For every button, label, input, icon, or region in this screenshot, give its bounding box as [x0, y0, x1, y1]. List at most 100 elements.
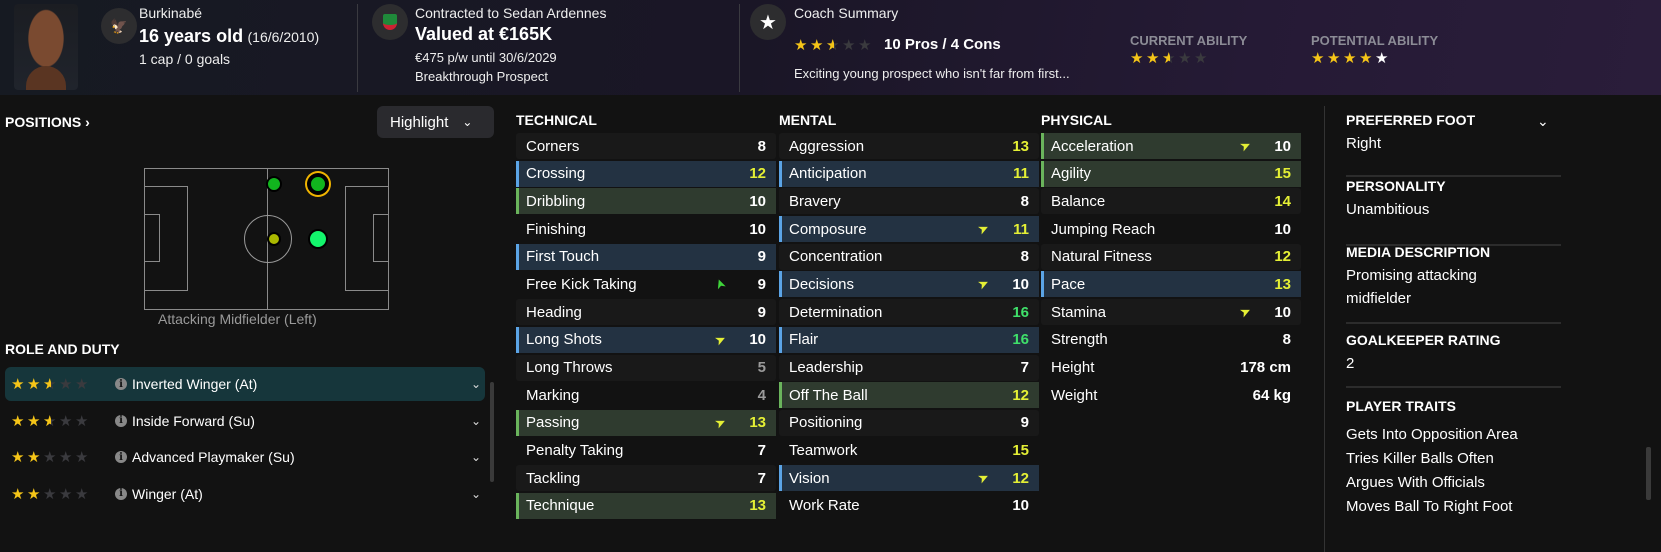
attribute-row[interactable]: Positioning 9: [779, 409, 1039, 436]
attribute-row[interactable]: Off The Ball 12: [779, 382, 1039, 409]
attribute-row[interactable]: Crossing 12: [516, 160, 776, 187]
roles-scrollbar[interactable]: [490, 382, 494, 482]
goalkeeper-rating-label: GOALKEEPER RATING: [1346, 332, 1501, 348]
attribute-value: 5: [757, 359, 766, 376]
attribute-name: Agility: [1051, 165, 1092, 183]
personality-value: Unambitious: [1346, 201, 1430, 218]
attribute-row[interactable]: Concentration 8: [779, 243, 1039, 270]
role-duty-title: ROLE AND DUTY: [5, 341, 120, 357]
info-icon[interactable]: i: [115, 451, 127, 463]
coach-stars: ★ ★ ★ ★ ★: [794, 36, 873, 54]
role-item[interactable]: ★ ★ ★ ★ ★ i Winger (At) ⌄: [5, 477, 485, 511]
position-dot[interactable]: [267, 232, 281, 246]
coach-summary-title[interactable]: Coach Summary: [794, 5, 899, 21]
attribute-row[interactable]: Determination 16: [779, 299, 1039, 326]
position-dot[interactable]: [309, 175, 327, 193]
attribute-row[interactable]: Vision ➤ 12: [779, 465, 1039, 492]
highlight-dropdown[interactable]: Highlight ⌄: [377, 106, 494, 138]
attribute-row[interactable]: Height 178 cm: [1041, 355, 1301, 381]
attribute-name: First Touch: [526, 248, 600, 266]
attribute-row[interactable]: Agility 15: [1041, 160, 1301, 187]
attribute-name: Anticipation: [789, 165, 867, 183]
attribute-row[interactable]: Composure ➤ 11: [779, 216, 1039, 243]
attribute-row[interactable]: Work Rate 10: [779, 492, 1039, 519]
chevron-down-icon[interactable]: ⌄: [470, 413, 481, 428]
attribute-row[interactable]: Weight 64 kg: [1041, 382, 1301, 408]
star-icon: ★: [75, 485, 89, 503]
attribute-value: 13: [1012, 137, 1029, 155]
player-trait: Gets Into Opposition Area: [1346, 426, 1518, 443]
attribute-row[interactable]: Strength 8: [1041, 326, 1301, 353]
attribute-row[interactable]: Teamwork 15: [779, 437, 1039, 464]
attribute-row[interactable]: Heading 9: [516, 299, 776, 326]
attribute-group-mental: MENTAL Aggression 13 Anticipation 11 Bravery 8…: [779, 112, 1039, 521]
attribute-row[interactable]: Dribbling 10: [516, 188, 776, 215]
role-item[interactable]: ★ ★ ★ ★ ★ i Advanced Playmaker (Su) ⌄: [5, 440, 485, 474]
attribute-row[interactable]: Natural Fitness 12: [1041, 243, 1301, 270]
attribute-row[interactable]: Stamina ➤ 10: [1041, 299, 1301, 326]
pros-cons: 10 Pros / 4 Cons: [884, 36, 1001, 53]
attribute-row[interactable]: Acceleration ➤ 10: [1041, 133, 1301, 159]
potential-ability-label: POTENTIAL ABILITY: [1311, 33, 1439, 48]
attribute-group-technical: TECHNICAL Corners 8 Crossing 12 Dribbling 10 Fi…: [516, 112, 776, 521]
attribute-name: Jumping Reach: [1051, 220, 1156, 238]
attribute-row[interactable]: Jumping Reach 10: [1041, 216, 1301, 243]
info-icon[interactable]: i: [115, 414, 127, 427]
positions-title[interactable]: POSITIONS ›: [5, 114, 90, 130]
attribute-value: 10: [1012, 275, 1029, 293]
status: Breakthrough Prospect: [415, 69, 548, 84]
attribute-value: 7: [757, 469, 766, 487]
attribute-row[interactable]: Bravery 8: [779, 188, 1039, 215]
traits-scrollbar[interactable]: [1646, 447, 1651, 500]
attribute-name: Dribbling: [526, 192, 586, 210]
attribute-name: Concentration: [789, 248, 883, 266]
attribute-value: 14: [1274, 192, 1291, 210]
attribute-row[interactable]: First Touch 9: [516, 243, 776, 270]
attribute-row[interactable]: Tackling 7: [516, 465, 776, 492]
attribute-row[interactable]: Long Throws 5: [516, 354, 776, 381]
attribute-group-physical: PHYSICAL Acceleration ➤ 10 Agility 15 Balance 1…: [1041, 112, 1301, 410]
attribute-row[interactable]: Technique 13: [516, 492, 776, 519]
star-icon: ★: [59, 412, 73, 430]
position-dot[interactable]: [266, 176, 282, 192]
star-icon: ★: [1311, 50, 1325, 67]
attribute-row[interactable]: Pace 13: [1041, 271, 1301, 298]
attribute-row[interactable]: Free Kick Taking ➤ 9: [516, 271, 776, 298]
attribute-value: 8: [1020, 192, 1029, 210]
chevron-down-icon[interactable]: ⌄: [470, 450, 481, 464]
player-traits-label: PLAYER TRAITS: [1346, 398, 1456, 414]
contract-club[interactable]: Contracted to Sedan Ardennes: [415, 5, 607, 21]
star-icon: ★: [1178, 50, 1192, 67]
attribute-value: 7: [757, 442, 766, 460]
info-icon[interactable]: i: [115, 487, 127, 500]
role-stars: ★ ★ ★ ★ ★: [11, 412, 115, 430]
role-label: Winger (At): [132, 485, 203, 502]
club-badge-icon[interactable]: [372, 4, 408, 40]
info-icon[interactable]: i: [115, 378, 127, 390]
attribute-row[interactable]: Passing ➤ 13: [516, 409, 776, 436]
attribute-row[interactable]: Penalty Taking 7: [516, 437, 776, 464]
attribute-row[interactable]: Leadership 7: [779, 354, 1039, 381]
chevron-down-icon[interactable]: ⌄: [1537, 113, 1549, 129]
chevron-down-icon[interactable]: ⌄: [470, 377, 481, 391]
attribute-value: 64 kg: [1252, 386, 1291, 404]
attribute-row[interactable]: Finishing 10: [516, 216, 776, 243]
attribute-row[interactable]: Decisions ➤ 10: [779, 271, 1039, 298]
attribute-name: Vision: [789, 469, 830, 487]
chevron-down-icon[interactable]: ⌄: [470, 486, 481, 501]
attribute-row[interactable]: Aggression 13: [779, 133, 1039, 159]
attribute-row[interactable]: Flair 16: [779, 326, 1039, 353]
attribute-name: Free Kick Taking: [526, 275, 637, 293]
attribute-value: 10: [749, 192, 766, 210]
attribute-row[interactable]: Balance 14: [1041, 188, 1301, 215]
attribute-name: Determination: [789, 303, 883, 321]
role-stars: ★ ★ ★ ★ ★: [11, 448, 115, 466]
attribute-value: 9: [757, 248, 766, 266]
attribute-row[interactable]: Anticipation 11: [779, 160, 1039, 187]
attribute-row[interactable]: Long Shots ➤ 10: [516, 326, 776, 353]
position-dot[interactable]: [308, 229, 328, 249]
attribute-row[interactable]: Marking 4: [516, 382, 776, 409]
attribute-row[interactable]: Corners 8: [516, 133, 776, 159]
